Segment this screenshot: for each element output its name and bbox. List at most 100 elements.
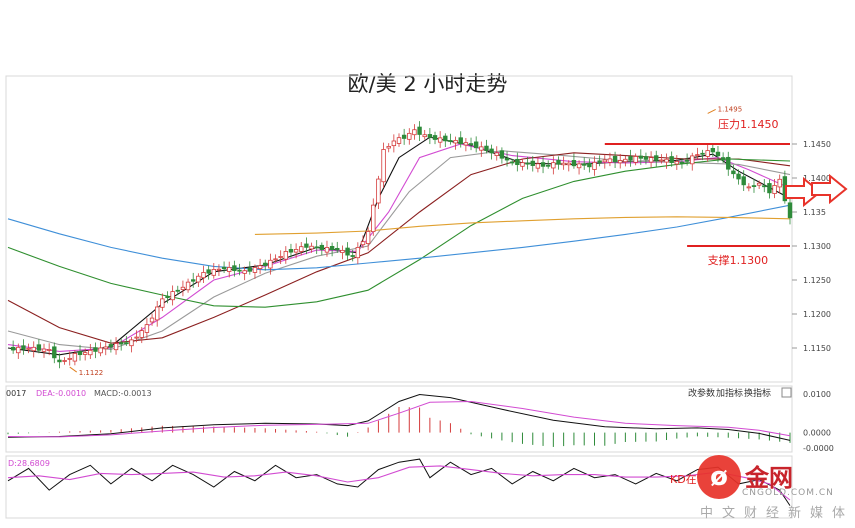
candle-body (422, 134, 427, 138)
candle-body (602, 159, 607, 163)
candle-body (551, 162, 556, 169)
candle-body (545, 164, 551, 167)
candle-body (535, 163, 541, 169)
candle-body (41, 348, 47, 352)
candle-body (751, 185, 757, 187)
candle-body (654, 155, 659, 161)
candle-body (196, 275, 201, 283)
macd-tick-label: -0.0000 (803, 444, 834, 453)
macd-control-0[interactable]: 改参数 (688, 387, 715, 399)
candle-body (741, 176, 746, 186)
candle-body (710, 148, 716, 153)
candle-body (515, 158, 520, 166)
candle-body (679, 161, 685, 164)
ma30-line (7, 152, 791, 344)
candle-body (278, 256, 283, 258)
candle-body (407, 132, 412, 140)
macd-control-2[interactable]: 换指标 (744, 387, 771, 399)
candle-body (731, 170, 736, 175)
candle-body (762, 185, 767, 188)
candle-body (340, 249, 345, 254)
candle-body (767, 183, 772, 194)
ma250-line (254, 216, 791, 235)
candle-body (335, 247, 340, 251)
price-frame (5, 75, 793, 383)
candle-body (726, 156, 731, 170)
candle-body (592, 161, 597, 170)
candle-body (772, 185, 777, 194)
candle-body (201, 272, 206, 279)
candle-body (268, 259, 273, 269)
candle-body (293, 249, 299, 253)
candle-body (57, 359, 62, 363)
candle-body (427, 134, 433, 138)
candle-body (638, 155, 644, 159)
candle-body (237, 269, 242, 272)
candle-body (314, 246, 319, 249)
candle-body (612, 155, 618, 163)
candle-body (401, 134, 407, 139)
candle-body (499, 150, 505, 159)
candle-body (247, 267, 253, 272)
candle-body (93, 347, 98, 352)
ma5-line (7, 136, 791, 356)
price-tick-label: 1.135 (803, 208, 826, 217)
candle-body (458, 137, 463, 145)
candle-body (664, 158, 669, 163)
candle-body (77, 351, 83, 356)
macd-dea-label: DEA:-0.0010 (36, 389, 86, 398)
candle-body (103, 346, 108, 350)
low-marker-label: 1.1122 (79, 369, 104, 377)
resistance-label: 压力1.1450 (718, 118, 779, 131)
candle-body (129, 339, 134, 347)
candle-body (365, 231, 371, 245)
candle-body (417, 126, 422, 135)
candle-body (257, 265, 263, 269)
candle-body (62, 360, 67, 362)
candle-body (468, 143, 474, 145)
candle-body (540, 162, 546, 167)
candle-body (376, 178, 381, 204)
candle-body (160, 298, 165, 308)
candle-body (556, 159, 561, 165)
candle-body (479, 146, 484, 151)
candle-body (108, 344, 114, 348)
candle-body (386, 146, 391, 149)
candle-body (787, 202, 793, 219)
candle-body (633, 156, 638, 163)
candle-body (319, 244, 325, 250)
candle-body (144, 324, 150, 333)
candle-body (648, 157, 654, 163)
candle-body (489, 148, 494, 154)
macd-control-1[interactable]: 加指标 (716, 387, 743, 399)
candle-body (67, 357, 72, 360)
candle-body (288, 249, 294, 253)
candle-body (10, 346, 16, 351)
candle-body (746, 186, 752, 189)
macd-close-icon (781, 387, 792, 398)
candle-body (571, 160, 577, 167)
candle-body (705, 150, 710, 157)
low-marker-arrow (69, 366, 78, 373)
macd-panel: 0017 DEA:-0.0010 MACD:-0.0013 改参数 加指标 换指标 0.01… (5, 385, 834, 453)
macd-tick-label: 0.0000 (803, 429, 831, 438)
candle-body (221, 266, 227, 270)
candle-body (191, 279, 196, 282)
candle-body (587, 162, 592, 168)
macd-frame (5, 385, 793, 453)
price-tick-label: 1.1400 (803, 174, 831, 183)
price-tick-label: 1.1250 (803, 276, 831, 285)
candle-body (232, 265, 237, 272)
candle-body (350, 255, 355, 257)
candle-body (329, 246, 335, 250)
candle-body (31, 346, 36, 352)
candle-body (484, 145, 489, 151)
macd-diff-line (7, 393, 791, 441)
candle-body (180, 286, 186, 291)
candle-body (576, 163, 582, 169)
candle-body (185, 281, 191, 291)
candle-body (227, 267, 232, 272)
kd-d-label: D:28.6809 (8, 459, 50, 468)
candle-body (525, 162, 530, 165)
candle-body (273, 258, 278, 261)
